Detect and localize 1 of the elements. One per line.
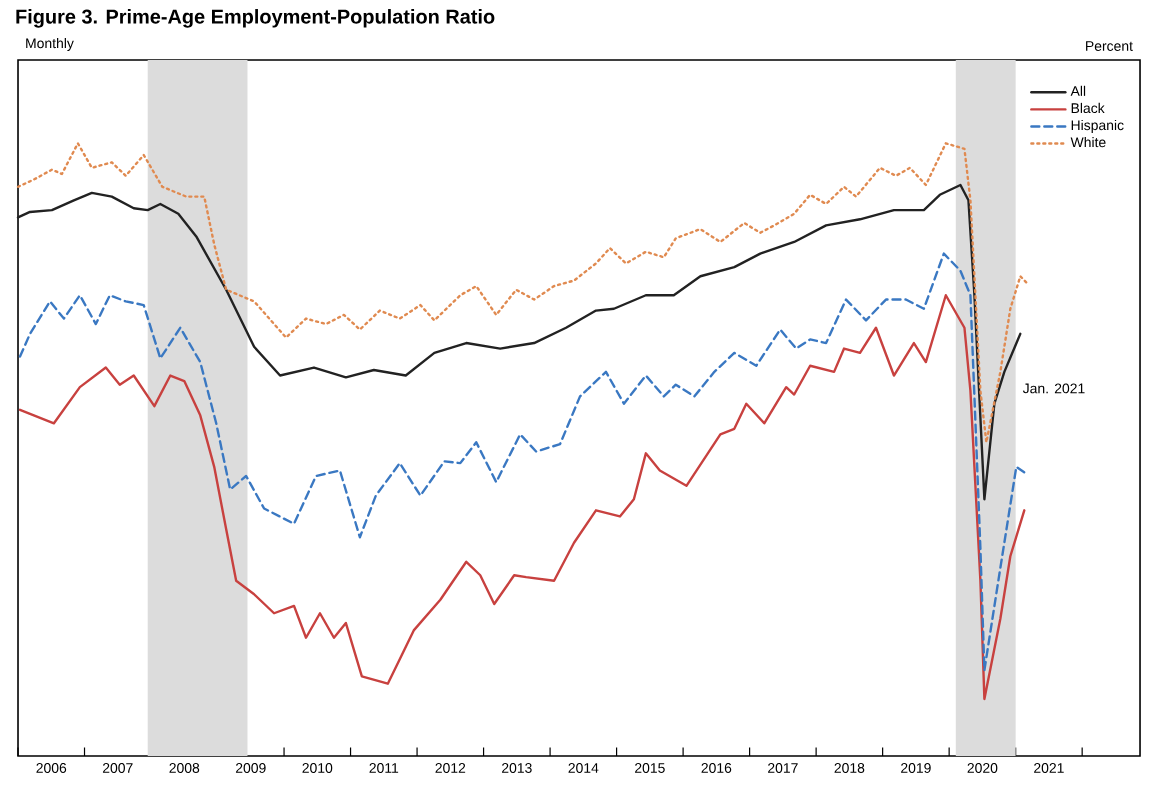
chart-title: Figure 3. Prime-Age Employment-Population Ratio bbox=[16, 9, 495, 28]
